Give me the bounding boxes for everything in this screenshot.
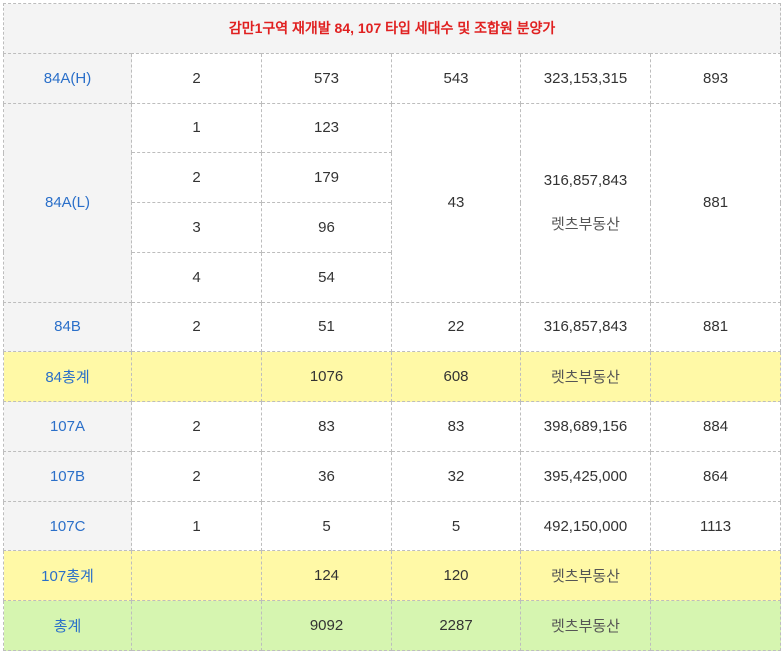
type-cell: 107A (3, 401, 132, 452)
cell: 22 (391, 301, 521, 353)
cell: 32 (391, 450, 521, 502)
type-cell: 84총계 (3, 351, 132, 403)
cell: 3 (131, 202, 262, 253)
cell: 2 (131, 401, 262, 452)
cell: 492,150,000 (520, 500, 651, 552)
cell: 573 (261, 52, 392, 104)
table-row: 107A 2 83 83 398,689,156 884 (3, 401, 782, 452)
cell: 881 (649, 102, 782, 303)
cell (649, 600, 782, 651)
type-cell: 84B (3, 301, 132, 353)
type-cell: 107총계 (3, 550, 132, 602)
cell: 323,153,315 (520, 52, 651, 104)
cell: 1076 (261, 351, 392, 403)
table-row: 4 54 (4, 251, 781, 303)
table-title: 감만1구역 재개발 84, 107 타입 세대수 및 조합원 분양가 (2, 3, 782, 54)
cell (131, 600, 262, 651)
cell: 1 (131, 500, 262, 552)
cell: 51 (261, 301, 392, 353)
cell: 83 (391, 401, 521, 452)
cell: 83 (261, 401, 392, 452)
cell (131, 351, 262, 403)
cell: 4 (131, 251, 262, 303)
cell (649, 351, 782, 403)
table-row: 2 179 (4, 152, 781, 204)
cell-value: 316,857,843 (543, 171, 628, 189)
table-row: 84A(H) 2 573 543 323,153,315 893 (3, 52, 782, 104)
cell: 864 (649, 450, 782, 502)
cell: 881 (649, 301, 782, 353)
cell (131, 550, 262, 602)
cell: 543 (391, 52, 521, 104)
cell: 2 (131, 152, 262, 204)
cell: 1113 (649, 500, 782, 552)
cell (649, 550, 782, 602)
cell: 5 (261, 500, 392, 552)
type-cell: 총계 (3, 600, 132, 651)
type-cell: 107C (3, 500, 132, 552)
cell: 96 (261, 202, 392, 253)
cell: 5 (391, 500, 521, 552)
total-row: 총계 9092 2287 렛츠부동산 (3, 600, 782, 651)
cell: 316,857,843 (520, 301, 651, 353)
cell: 893 (649, 52, 782, 104)
merged-price-cell: 316,857,843 렛츠부동산 (520, 102, 651, 303)
cell: 395,425,000 (520, 450, 651, 502)
table-row: 107B 2 36 32 395,425,000 864 (3, 450, 782, 502)
cell: 54 (261, 251, 392, 303)
cell: 398,689,156 (520, 401, 651, 452)
cell: 123 (261, 102, 392, 154)
cell: 120 (391, 550, 521, 602)
cell: 179 (261, 152, 392, 204)
type-cell: 84A(L) (3, 102, 132, 303)
cell: 36 (261, 450, 392, 502)
cell: 608 (391, 351, 521, 403)
price-table: 감만1구역 재개발 84, 107 타입 세대수 및 조합원 분양가 84A(H… (2, 3, 782, 651)
cell: 2 (131, 301, 262, 353)
watermark-text: 렛츠부동산 (520, 600, 651, 651)
cell: 884 (649, 401, 782, 452)
watermark-text: 렛츠부동산 (550, 215, 620, 233)
table-row: 84A(L) 1 123 43 316,857,843 렛츠부동산 881 (3, 102, 782, 303)
subtotal-row: 107총계 124 120 렛츠부동산 (3, 550, 782, 602)
table-row: 84B 2 51 22 316,857,843 881 (3, 301, 782, 353)
subtotal-row: 84총계 1076 608 렛츠부동산 (3, 351, 782, 403)
type-cell: 84A(H) (3, 52, 132, 104)
cell: 1 (131, 102, 262, 154)
cell: 124 (261, 550, 392, 602)
cell: 43 (391, 102, 521, 303)
watermark-text: 렛츠부동산 (520, 550, 651, 602)
type-cell: 107B (3, 450, 132, 502)
table-row: 107C 1 5 5 492,150,000 1113 (3, 500, 782, 552)
cell: 2 (131, 450, 262, 502)
cell: 2 (131, 52, 262, 104)
watermark-text: 렛츠부동산 (520, 351, 651, 403)
cell: 2287 (391, 600, 521, 651)
table-row: 3 96 (4, 202, 781, 253)
cell: 9092 (261, 600, 392, 651)
